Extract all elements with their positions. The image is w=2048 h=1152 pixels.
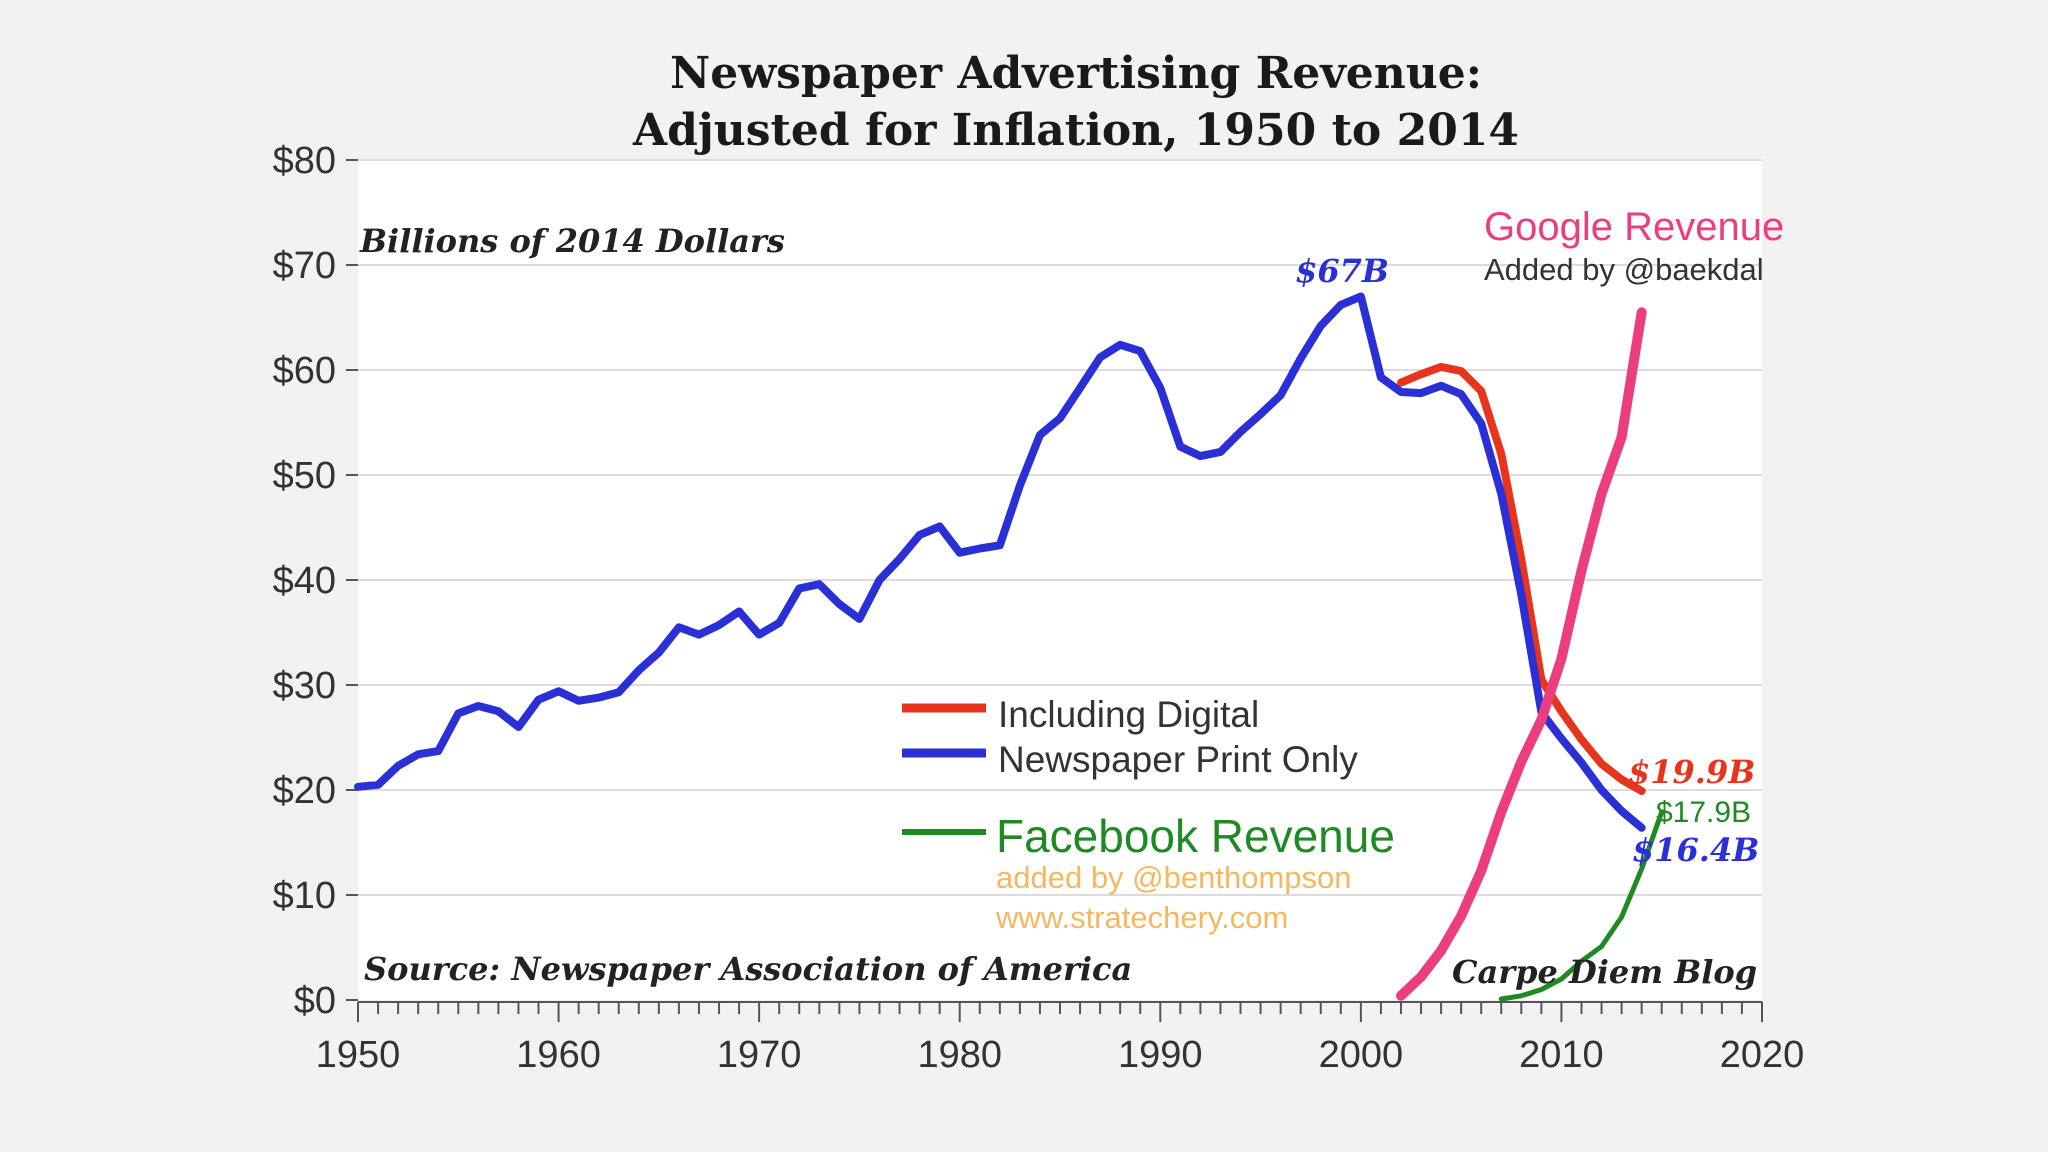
y-tick-label-40: $40 [273, 560, 336, 602]
y-tick-label-80: $80 [273, 140, 336, 182]
peak-value-label: $67B [1295, 252, 1389, 290]
facebook-end-value-label: $17.9B [1656, 796, 1751, 829]
facebook-credit: added by @benthompson [996, 860, 1352, 895]
x-tick-label-1990: 1990 [1118, 1034, 1203, 1076]
y-tick-label-0: $0 [294, 980, 336, 1022]
series-group [354, 292, 1665, 1002]
x-tick-label-2020: 2020 [1720, 1034, 1805, 1076]
y-tick-label-70: $70 [273, 245, 336, 287]
grid [358, 159, 1762, 896]
y-tick-label-30: $30 [273, 665, 336, 707]
x-axis: 1950 1960 1970 1980 1990 2000 2010 2020 [316, 1001, 1805, 1076]
legend-label-print-only: Newspaper Print Only [998, 739, 1358, 780]
facebook-revenue-title: Facebook Revenue [996, 810, 1395, 862]
chart-title-line-1: Newspaper Advertising Revenue: [670, 48, 1482, 99]
x-tick-label-1970: 1970 [717, 1034, 802, 1076]
facebook-site: www.stratechery.com [995, 900, 1288, 935]
y-tick-label-60: $60 [273, 350, 336, 392]
source-note: Source: Newspaper Association of America [364, 950, 1132, 988]
y-tick-label-20: $20 [273, 770, 336, 812]
chart-title-line-2: Adjusted for Inflation, 1950 to 2014 [632, 105, 1519, 156]
legend-label-including-digital: Including Digital [998, 694, 1259, 735]
x-tick-label-1960: 1960 [516, 1034, 601, 1076]
y-axis-label: Billions of 2014 Dollars [359, 222, 785, 260]
series-line-google-revenue [1396, 307, 1647, 1001]
y-tick-label-50: $50 [273, 455, 336, 497]
blog-credit: Carpe Diem Blog [1452, 953, 1757, 991]
google-credit: Added by @baekdal [1484, 252, 1764, 287]
print-end-value-label: $16.4B [1632, 831, 1759, 869]
series-line-newspaper-print-only [354, 292, 1646, 832]
series-line-including-digital [1397, 362, 1646, 795]
x-tick-label-2000: 2000 [1319, 1034, 1404, 1076]
y-axis-ticks: $0 $10 $20 $30 $40 $50 $60 $70 $80 [273, 140, 358, 1022]
y-tick-label-10: $10 [273, 875, 336, 917]
x-tick-label-2010: 2010 [1519, 1034, 1604, 1076]
digital-end-value-label: $19.9B [1628, 753, 1755, 791]
x-tick-label-1950: 1950 [316, 1034, 401, 1076]
series-line-facebook-revenue [1498, 809, 1665, 1002]
google-revenue-title: Google Revenue [1484, 205, 1784, 249]
x-tick-label-1980: 1980 [917, 1034, 1002, 1076]
